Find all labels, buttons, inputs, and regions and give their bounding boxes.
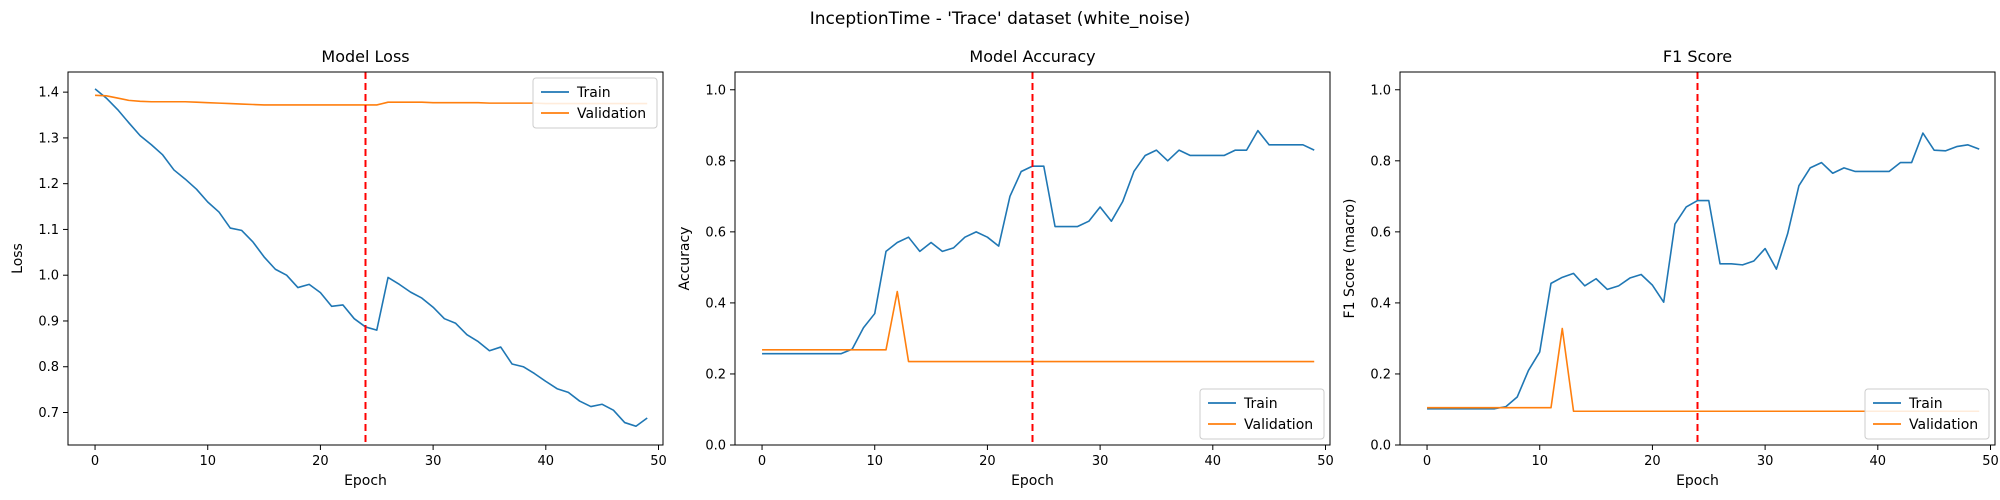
y-tick-label: 0.8 [1370,154,1391,169]
y-tick-label: 0.7 [38,406,59,421]
x-tick-label: 0 [1423,454,1431,469]
x-axis-label: Epoch [1011,473,1054,489]
x-tick-label: 10 [199,454,216,469]
panel-title: F1 Score [1663,47,1732,66]
panel-model-accuracy: Model Accuracy 0 10 20 30 40 50 0.0 0.2 0.4 0.6 0.8… [677,47,1334,489]
axes-frame [67,71,664,446]
y-tick-label: 1.2 [38,177,59,192]
x-tick-label: 0 [91,454,99,469]
y-tick-label: 0.6 [705,225,726,240]
panel-f1-score: F1 Score 0 10 20 30 40 50 0.0 0.2 0.4 0.6 0.8 1.0 Epo… [1342,47,1999,489]
legend-label-train: Train [1908,396,1943,412]
y-tick-label: 0.8 [38,360,59,375]
axes-frame [734,71,1331,446]
y-tick-label: 1.4 [38,86,59,101]
y-tick-label: 0.4 [1370,296,1391,311]
y-tick-label: 0.6 [1370,225,1391,240]
legend: Train Validation [1199,388,1325,440]
y-tick-label: 0.8 [705,154,726,169]
x-tick-label: 10 [1531,454,1548,469]
panel-model-loss: Model Loss 0 10 20 30 40 50 0.7 0.8 0.9 1.0 1.1 1.2 1… [10,47,667,489]
series-line-train [1427,132,1980,410]
y-tick-label: 1.0 [705,83,726,98]
series-line-train [762,129,1315,355]
y-tick-label: 0.2 [1370,367,1391,382]
panel-title: Model Accuracy [969,47,1095,66]
legend-label-validation: Validation [1244,417,1313,433]
x-tick-label: 40 [1205,454,1222,469]
panel-title: Model Loss [321,47,409,66]
y-tick-label: 0.9 [38,314,59,329]
x-tick-label: 50 [1982,454,1999,469]
legend-label-validation: Validation [1909,417,1978,433]
x-tick-label: 20 [1644,454,1661,469]
y-axis-label: F1 Score (macro) [1342,199,1358,319]
legend: Train Validation [532,77,658,129]
x-tick-label: 30 [1757,454,1774,469]
x-tick-label: 50 [1317,454,1334,469]
x-tick-label: 10 [866,454,883,469]
legend-label-train: Train [576,85,611,101]
y-tick-label: 0.2 [705,367,726,382]
x-tick-label: 40 [538,454,555,469]
x-tick-label: 30 [1092,454,1109,469]
x-tick-label: 50 [650,454,667,469]
legend-label-validation: Validation [577,106,646,122]
x-tick-label: 20 [312,454,329,469]
y-axis-label: Loss [10,243,26,274]
x-tick-label: 40 [1870,454,1887,469]
y-tick-label: 0.4 [705,296,726,311]
legend: Train Validation [1864,388,1990,440]
series-line-train [94,88,648,428]
y-tick-label: 1.3 [38,131,59,146]
legend-box [1864,388,1990,440]
legend-box [532,77,658,129]
y-tick-label: 1.1 [38,223,59,238]
y-tick-label: 1.0 [38,269,59,284]
x-tick-label: 30 [425,454,442,469]
y-axis-label: Accuracy [677,227,693,291]
axes-frame [1399,71,1996,446]
legend-label-train: Train [1243,396,1278,412]
figure-suptitle: InceptionTime - 'Trace' dataset (white_n… [810,9,1191,29]
series-line-validation [762,290,1315,363]
x-tick-label: 0 [758,454,766,469]
legend-box [1199,388,1325,440]
x-axis-label: Epoch [344,473,387,489]
y-tick-label: 1.0 [1370,83,1391,98]
y-tick-label: 0.0 [705,439,726,454]
x-axis-label: Epoch [1676,473,1719,489]
x-tick-label: 20 [979,454,996,469]
y-tick-label: 0.0 [1370,439,1391,454]
